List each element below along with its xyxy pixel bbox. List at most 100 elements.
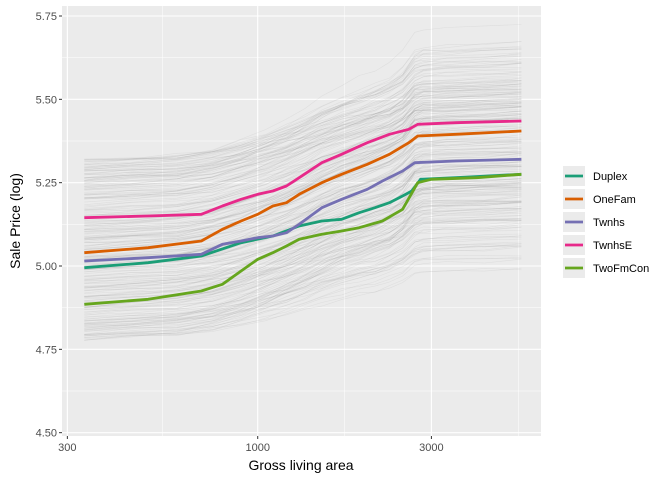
background-curve — [84, 55, 522, 182]
background-curve — [84, 207, 522, 288]
background-curve — [84, 140, 522, 261]
background-curve — [84, 60, 522, 162]
background-curve — [84, 139, 522, 223]
background-curve — [84, 102, 522, 181]
background-curve — [84, 48, 522, 179]
background-curve — [84, 246, 522, 322]
background-curve — [84, 201, 522, 336]
background-curve — [84, 154, 522, 284]
y-tick-label: 5.50 — [36, 94, 57, 106]
background-curve — [84, 106, 522, 190]
background-curve — [84, 140, 522, 224]
background-curve — [84, 91, 522, 163]
background-curve — [84, 98, 522, 179]
background-curve — [84, 183, 522, 308]
background-curve — [84, 201, 522, 341]
background-curve — [84, 163, 522, 268]
background-curve — [84, 47, 522, 187]
background-curve — [84, 256, 522, 338]
background-curve — [84, 206, 522, 292]
background-curve — [84, 71, 522, 174]
background-curve — [84, 77, 522, 190]
background-curve — [84, 183, 522, 255]
background-curve — [84, 185, 522, 270]
series-lines — [84, 119, 522, 306]
background-curve — [84, 63, 522, 165]
background-curve — [84, 243, 522, 312]
x-tick-label: 3000 — [419, 442, 443, 454]
background-curve — [84, 104, 522, 185]
background-curve — [84, 218, 522, 335]
background-curve — [84, 114, 522, 200]
background-curve — [84, 80, 522, 189]
background-curve — [84, 161, 522, 279]
background-curve — [84, 113, 522, 200]
background-curve — [84, 84, 522, 178]
background-curve — [84, 245, 522, 327]
background-curve — [84, 124, 522, 264]
background-curve — [84, 48, 522, 184]
background-curve — [84, 244, 522, 335]
background-curve — [84, 111, 522, 243]
background-curve — [84, 258, 522, 337]
legend-label: TwnhsE — [593, 240, 632, 252]
background-curve — [84, 268, 522, 337]
background-curve — [84, 246, 522, 318]
background-curve — [84, 53, 522, 170]
x-axis: 300 1000 3000 — [58, 436, 444, 454]
background-curve — [84, 191, 522, 267]
background-curve — [84, 166, 522, 267]
background-curve — [84, 189, 522, 291]
background-curve — [84, 68, 522, 191]
background-curve — [84, 210, 522, 310]
background-curve — [84, 86, 522, 195]
background-curve — [84, 196, 522, 315]
background-curve — [84, 201, 522, 281]
background-curve — [84, 142, 522, 230]
background-curve — [84, 184, 522, 278]
background-curve — [84, 118, 522, 239]
background-curve — [84, 181, 522, 308]
background-curve — [84, 93, 522, 172]
background-curve — [84, 201, 522, 329]
background-curve — [84, 101, 522, 211]
background-curve — [84, 267, 522, 338]
background-curve — [84, 255, 522, 325]
background-curve — [84, 59, 522, 168]
background-curve — [84, 69, 522, 209]
background-curve — [84, 127, 522, 199]
background-curve — [84, 83, 522, 187]
background-curve — [84, 113, 522, 234]
y-tick-label: 5.00 — [36, 261, 57, 273]
background-curve — [84, 219, 522, 325]
background-curve — [84, 61, 522, 166]
background-curve — [84, 103, 522, 213]
background-curve — [84, 114, 522, 214]
background-curve — [84, 93, 522, 197]
background-curve — [84, 178, 522, 287]
series-line-twnhse — [84, 119, 522, 220]
background-curve — [84, 99, 522, 200]
background-curve — [84, 88, 522, 216]
y-tick-label: 5.25 — [36, 178, 57, 190]
background-curve — [84, 166, 522, 308]
y-tick-label: 4.50 — [36, 428, 57, 440]
background-curve — [84, 63, 522, 203]
background-curve — [84, 214, 522, 323]
background-curve — [84, 236, 522, 310]
background-curve — [84, 130, 522, 258]
background-curve — [84, 188, 522, 304]
background-curve — [84, 78, 522, 160]
background-curve — [84, 52, 522, 161]
background-curve — [84, 100, 522, 190]
background-curve — [84, 138, 522, 231]
background-curve — [84, 201, 522, 339]
background-curve — [84, 201, 522, 282]
background-curve — [84, 182, 522, 326]
background-curve — [84, 238, 522, 324]
background-curve — [84, 159, 522, 227]
background-curve — [84, 125, 522, 233]
background-curve — [84, 127, 522, 259]
legend-label: Duplex — [593, 171, 628, 183]
background-curve — [84, 96, 522, 199]
